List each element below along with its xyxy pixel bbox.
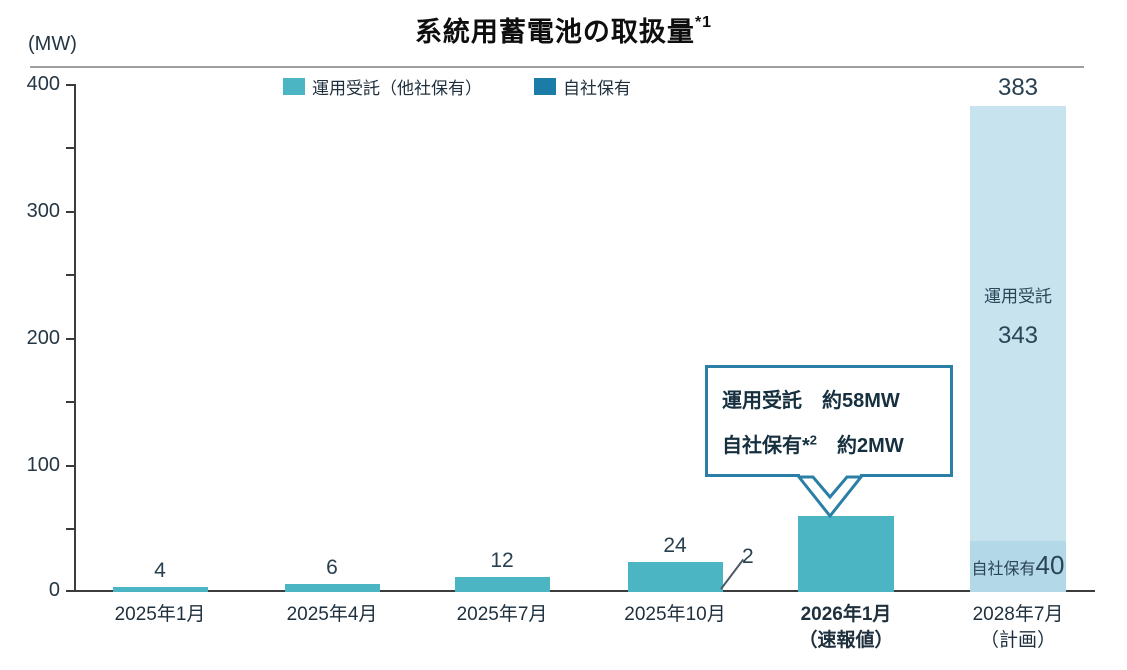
bar-2025-01-consignment-segment <box>113 586 208 592</box>
chart-title-text: 系統用蓄電池の取扱量 <box>414 17 695 47</box>
y-tick-50 <box>66 528 75 530</box>
callout-border-gap <box>800 474 860 479</box>
y-tick-150 <box>66 401 75 403</box>
bar-value-2025-01: 4 <box>154 559 166 582</box>
bar-value-2025-07: 12 <box>490 549 514 572</box>
y-axis-line <box>74 84 76 592</box>
bar-2025-07 <box>455 576 550 592</box>
owned-2-leader-line <box>720 558 745 590</box>
bar-2025-07-consignment-segment <box>455 576 550 592</box>
bar-2028-consignment-name: 運用受託 <box>984 287 1052 306</box>
x-axis-line <box>74 590 1095 592</box>
bar-2028-owned-name: 自社保有 <box>971 561 1036 578</box>
bar-2028-owned-label: 自社保有40 <box>958 550 1078 581</box>
x-label-2025-04: 2025年4月 <box>286 604 378 625</box>
y-tick-400 <box>66 84 75 86</box>
legend-label-owned: 自社保有 <box>563 79 631 98</box>
y-tick-label-400: 400 <box>26 73 60 95</box>
callout-owned-value: 約2MW <box>817 435 904 457</box>
bar-2028-owned-value: 40 <box>1035 550 1065 580</box>
callout-down-arrow-icon <box>795 475 865 519</box>
legend-item-consignment: 運用受託（他社保有） <box>283 74 482 99</box>
bar-2028-07-consignment-segment <box>970 105 1066 542</box>
callout-line-owned: 自社保有*2 約2MW <box>722 429 936 458</box>
y-axis-unit-label: (MW) <box>28 33 77 55</box>
x-label-2025-10: 2025年10月 <box>624 604 726 625</box>
bar-value-2028-07: 383 <box>997 74 1039 101</box>
bar-2026-01 <box>798 515 894 592</box>
y-tick-label-100: 100 <box>26 454 60 476</box>
legend-swatch-owned <box>534 78 556 95</box>
bar-value-2025-04: 6 <box>326 556 338 579</box>
callout-2026: 運用受託 約58MW 自社保有*2 約2MW <box>705 365 953 477</box>
y-tick-100 <box>66 465 75 467</box>
y-tick-250 <box>66 274 75 276</box>
y-tick-label-300: 300 <box>26 200 60 222</box>
bar-value-2025-10: 24 <box>663 534 687 557</box>
legend-swatch-consignment <box>283 78 305 95</box>
bar-2025-04 <box>285 584 380 592</box>
bar-2025-10-consignment-segment <box>628 561 723 592</box>
legend-item-owned: 自社保有 <box>534 74 631 99</box>
footnote-ref-1: *1 <box>694 14 713 31</box>
bar-2028-07-owned-segment <box>970 541 1066 592</box>
x-label-2025-01: 2025年1月 <box>114 604 206 625</box>
y-tick-label-0: 0 <box>48 579 60 601</box>
bar-2028-consignment-value: 343 <box>997 322 1039 349</box>
bar-2028-07 <box>970 105 1066 592</box>
y-tick-0 <box>66 590 75 592</box>
footnote-ref-2: 2 <box>809 432 818 448</box>
y-tick-200 <box>66 338 75 340</box>
callout-line-consignment: 運用受託 約58MW <box>722 390 900 412</box>
y-tick-300 <box>66 211 75 213</box>
bar-2025-04-consignment-segment <box>285 584 380 592</box>
owned-2-value-label: 2 <box>742 545 754 568</box>
x-label-2026-01-note: （速報値） <box>798 630 894 651</box>
bar-2025-10 <box>628 561 723 592</box>
legend-label-consignment: 運用受託（他社保有） <box>312 79 482 98</box>
title-divider <box>30 66 1084 68</box>
legend: 運用受託（他社保有） 自社保有 <box>283 74 631 99</box>
x-label-2028-07-note: （計画） <box>979 630 1056 651</box>
bar-2026-01-total-segment <box>798 515 894 592</box>
y-tick-350 <box>66 147 75 149</box>
bar-2025-01 <box>113 586 208 592</box>
chart-title: 系統用蓄電池の取扱量*1 <box>0 10 1127 49</box>
x-label-2028-07: 2028年7月 <box>972 604 1064 625</box>
x-label-2026-01: 2026年1月 <box>800 604 892 625</box>
y-tick-label-200: 200 <box>26 327 60 349</box>
x-label-2025-07: 2025年7月 <box>456 604 548 625</box>
callout-owned-name: 自社保有* <box>722 435 810 457</box>
